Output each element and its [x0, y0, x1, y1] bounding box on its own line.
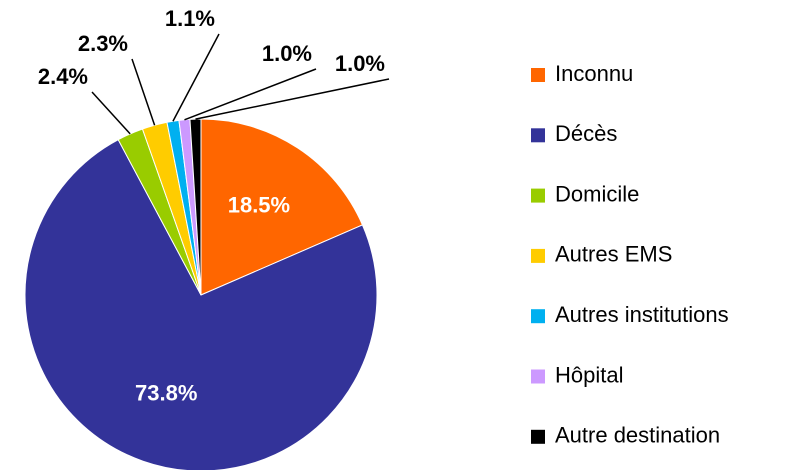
- legend-swatch: [531, 369, 545, 384]
- leader-line: [91, 91, 131, 135]
- legend-swatch: [531, 309, 545, 324]
- leader-line: [172, 33, 220, 122]
- legend-label: Autres institutions: [555, 302, 729, 327]
- leader-line: [131, 58, 156, 126]
- legend-swatch: [531, 128, 545, 143]
- data-label: 73.8%: [135, 381, 197, 406]
- legend-swatch: [531, 188, 545, 203]
- data-label: 2.3%: [78, 31, 128, 56]
- leader-line: [195, 78, 390, 120]
- legend-label: Autre destination: [555, 423, 720, 448]
- data-label: 1.0%: [335, 51, 385, 76]
- legend-label: Inconnu: [555, 61, 633, 86]
- legend-label: Décès: [555, 121, 617, 146]
- data-label: 1.1%: [165, 6, 215, 31]
- data-label: 18.5%: [228, 193, 290, 218]
- legend-label: Domicile: [555, 181, 639, 206]
- legend-swatch: [531, 429, 545, 444]
- pie-slice: [24, 138, 378, 470]
- legend-label: Hôpital: [555, 362, 623, 387]
- pie-slice: [200, 118, 364, 296]
- legend-label: Autres EMS: [555, 242, 672, 267]
- data-label: 1.0%: [262, 41, 312, 66]
- legend-swatch: [531, 248, 545, 263]
- data-label: 2.4%: [38, 64, 88, 89]
- legend-swatch: [531, 68, 545, 82]
- leader-line: [184, 68, 317, 121]
